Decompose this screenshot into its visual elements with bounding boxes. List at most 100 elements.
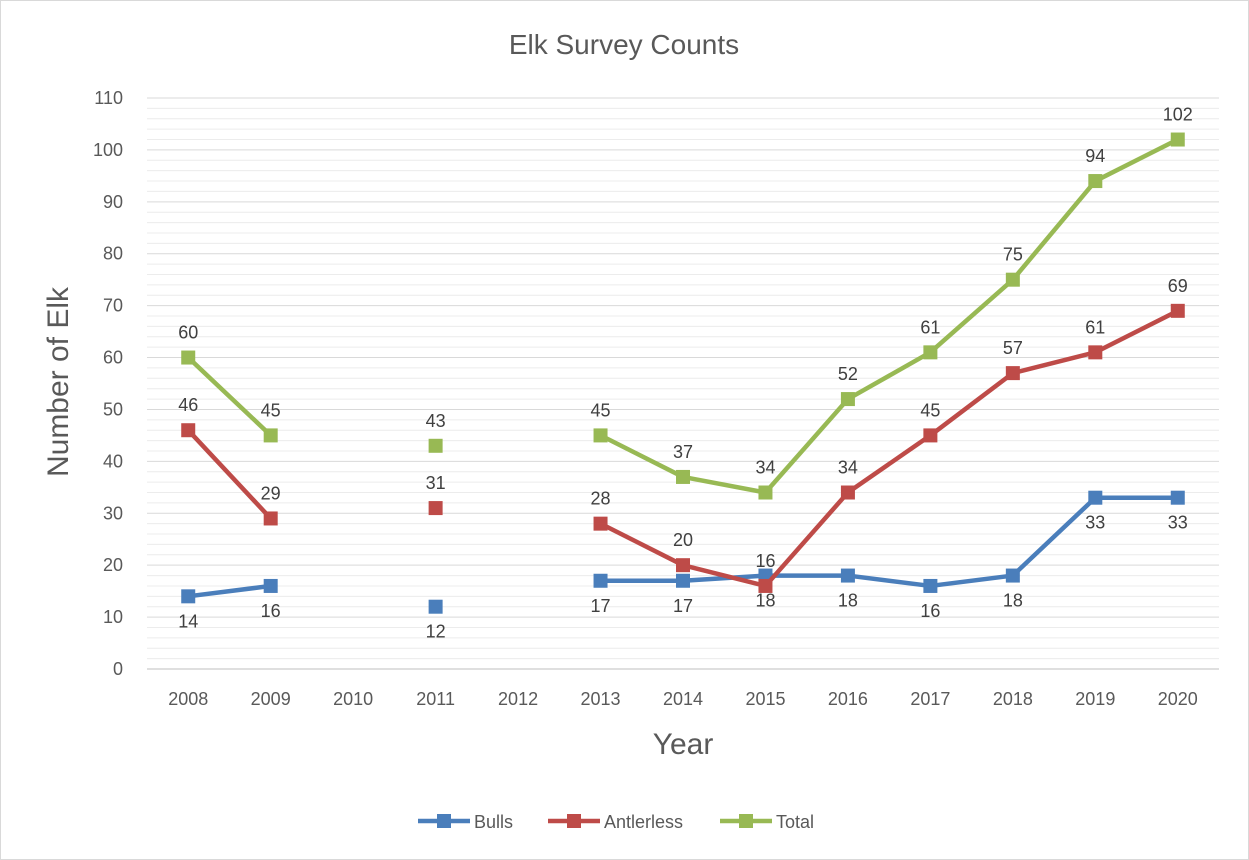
data-label: 17	[673, 596, 693, 616]
data-label: 61	[1085, 317, 1105, 337]
series-layer	[181, 132, 1185, 614]
series-line	[185, 427, 273, 521]
y-tick-label: 10	[103, 607, 123, 627]
legend-label: Bulls	[474, 812, 513, 832]
data-point	[1170, 303, 1185, 318]
y-tick-label: 0	[113, 659, 123, 679]
y-axis-ticks: 0 10 20 30 40 50 60 70 80 90 100 110	[93, 88, 123, 679]
data-label: 16	[261, 601, 281, 621]
legend-label: Antlerless	[604, 812, 683, 832]
series-line	[185, 583, 273, 599]
data-label: 43	[426, 411, 446, 431]
data-label: 52	[838, 364, 858, 384]
data-point	[1088, 174, 1103, 189]
data-label: 20	[673, 530, 693, 550]
x-tick-label: 2019	[1075, 689, 1115, 709]
data-point	[1088, 490, 1103, 505]
x-tick-label: 2010	[333, 689, 373, 709]
y-tick-label: 80	[103, 244, 123, 264]
x-tick-label: 2011	[416, 689, 455, 709]
data-point	[263, 511, 278, 526]
data-point	[840, 485, 855, 500]
x-tick-label: 2009	[251, 689, 291, 709]
legend-marker	[739, 814, 753, 828]
data-point	[758, 485, 773, 500]
x-tick-label: 2013	[581, 689, 621, 709]
data-label: 28	[591, 489, 611, 509]
chart-title: Elk Survey Counts	[509, 29, 739, 60]
x-tick-label: 2016	[828, 689, 868, 709]
data-point	[758, 578, 773, 593]
data-point	[428, 501, 443, 516]
data-point	[1088, 345, 1103, 360]
data-point	[923, 345, 938, 360]
data-point	[1005, 272, 1020, 287]
data-point	[1005, 568, 1020, 583]
data-point	[676, 558, 690, 573]
data-label: 60	[178, 323, 198, 343]
series-line	[598, 495, 1181, 589]
y-tick-label: 60	[103, 348, 123, 368]
data-label: 33	[1168, 513, 1188, 533]
data-point	[923, 428, 938, 443]
y-tick-label: 110	[94, 88, 123, 108]
x-tick-label: 2020	[1158, 689, 1198, 709]
x-tick-label: 2014	[663, 689, 703, 709]
data-point	[428, 438, 443, 453]
legend-item-bulls: Bulls	[418, 812, 513, 832]
data-label: 18	[838, 591, 858, 611]
x-tick-label: 2015	[745, 689, 785, 709]
y-tick-label: 100	[93, 140, 123, 160]
legend: Bulls Antlerless Total	[418, 812, 814, 832]
series-line	[185, 355, 273, 438]
x-tick-label: 2017	[910, 689, 950, 709]
data-point	[181, 423, 196, 438]
x-tick-label: 2008	[168, 689, 208, 709]
data-point	[428, 599, 443, 614]
legend-item-antlerless: Antlerless	[548, 812, 683, 832]
data-point	[593, 516, 608, 531]
data-label: 18	[1003, 591, 1023, 611]
data-label: 33	[1085, 513, 1105, 533]
data-label: 29	[261, 483, 281, 503]
y-tick-label: 70	[103, 296, 123, 316]
data-point	[676, 469, 690, 484]
data-label: 17	[591, 596, 611, 616]
data-point	[263, 578, 278, 593]
series-bulls	[181, 490, 1185, 614]
data-label: 94	[1085, 146, 1105, 166]
data-label: 16	[920, 601, 940, 621]
data-label: 102	[1163, 105, 1193, 125]
series-total	[181, 132, 1185, 500]
data-point	[840, 568, 855, 583]
data-label: 75	[1003, 245, 1023, 265]
data-label: 16	[755, 551, 775, 571]
y-tick-label: 50	[103, 399, 123, 419]
legend-marker	[567, 814, 581, 828]
data-point	[181, 589, 196, 604]
y-tick-label: 30	[103, 503, 123, 523]
data-point	[593, 573, 608, 588]
data-point	[181, 350, 196, 365]
data-label: 18	[755, 591, 775, 611]
y-tick-label: 90	[103, 192, 123, 212]
y-axis-title: Number of Elk	[42, 286, 75, 477]
legend-label: Total	[776, 812, 814, 832]
series-line	[598, 137, 1181, 495]
data-label: 45	[261, 400, 281, 420]
data-label: 34	[838, 458, 858, 478]
data-point	[840, 392, 855, 407]
data-label: 34	[755, 458, 775, 478]
data-point	[923, 578, 938, 593]
data-point	[1005, 366, 1020, 381]
data-point	[676, 573, 690, 588]
data-label: 45	[920, 400, 940, 420]
data-label: 45	[591, 400, 611, 420]
data-label: 69	[1168, 276, 1188, 296]
series-antlerless	[181, 303, 1185, 593]
x-axis-title: Year	[653, 728, 714, 761]
series-line	[598, 308, 1181, 589]
data-label: 46	[178, 395, 198, 415]
x-tick-label: 2012	[498, 689, 538, 709]
